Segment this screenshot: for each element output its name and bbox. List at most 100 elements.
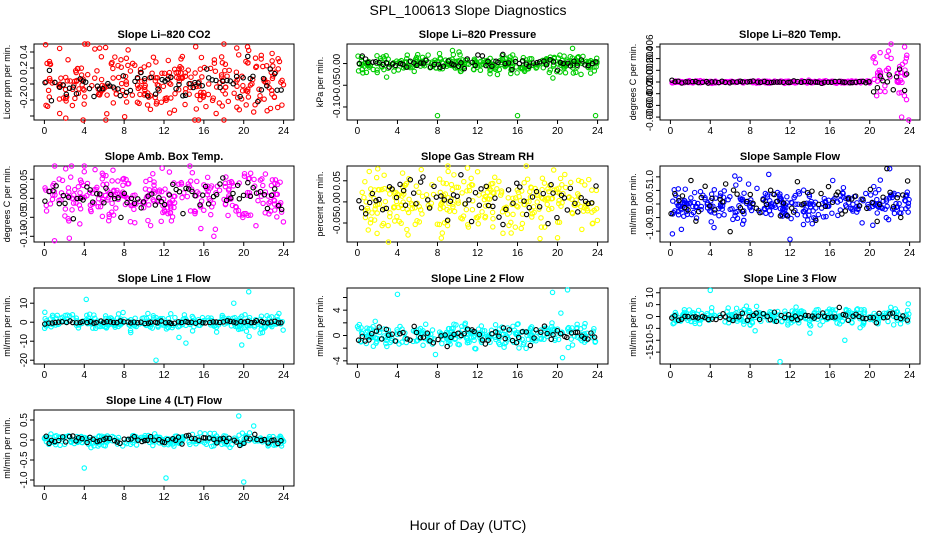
- mean-point: [490, 203, 496, 210]
- mean-point: [541, 323, 548, 329]
- mean-point: [158, 198, 165, 205]
- mean-point: [529, 194, 536, 200]
- data-point: [722, 319, 728, 325]
- mean-point: [530, 60, 537, 66]
- mean-point: [575, 209, 581, 215]
- data-point: [863, 190, 869, 197]
- data-point: [145, 217, 151, 224]
- data-point: [161, 70, 168, 77]
- data-point: [733, 305, 740, 312]
- data-point: [905, 301, 912, 307]
- mean-point: [210, 319, 217, 325]
- mean-point: [845, 196, 851, 202]
- data-point: [361, 194, 367, 201]
- data-point: [99, 170, 106, 177]
- data-point: [885, 65, 891, 72]
- mean-point: [756, 316, 763, 323]
- mean-point: [502, 335, 508, 342]
- data-point: [129, 92, 136, 98]
- data-point: [905, 209, 911, 215]
- mean-point: [753, 310, 759, 316]
- mean-point: [138, 205, 144, 211]
- data-point: [153, 59, 159, 65]
- data-point: [506, 222, 512, 229]
- data-point: [568, 196, 575, 202]
- data-point: [177, 63, 183, 70]
- data-point: [198, 54, 205, 61]
- x-tick-label: 0: [42, 248, 48, 259]
- mean-point: [845, 317, 852, 324]
- data-point: [906, 311, 912, 317]
- mean-point: [271, 437, 277, 443]
- mean-point: [887, 189, 893, 196]
- mean-point: [46, 67, 53, 74]
- mean-point: [162, 320, 169, 326]
- data-point: [578, 178, 585, 185]
- data-point: [684, 201, 690, 207]
- mean-point: [131, 433, 138, 440]
- y-tick-label: 0.5: [19, 413, 30, 427]
- outlier-point: [449, 47, 456, 54]
- mean-point: [764, 313, 770, 320]
- data-point: [779, 318, 785, 324]
- data-point: [71, 186, 78, 193]
- data-point: [92, 46, 98, 52]
- data-point: [269, 75, 276, 82]
- data-point: [745, 181, 752, 187]
- data-point: [550, 75, 556, 81]
- mean-point: [533, 327, 539, 333]
- data-point: [895, 192, 901, 198]
- data-point: [469, 206, 476, 213]
- data-point: [404, 52, 411, 58]
- y-axis-label: percent per min.: [315, 171, 325, 236]
- x-tick-label: 20: [238, 126, 250, 137]
- data-point: [260, 182, 266, 189]
- data-point: [262, 189, 269, 195]
- mean-point: [682, 313, 688, 320]
- x-tick-label: 0: [42, 370, 48, 381]
- data-point: [766, 171, 772, 178]
- outlier-point: [569, 45, 576, 52]
- y-axis-label: degrees C per min.: [628, 44, 638, 121]
- data-point: [105, 197, 111, 203]
- mean-point: [65, 194, 72, 200]
- data-point: [229, 202, 236, 209]
- mean-point: [205, 201, 212, 207]
- data-point: [873, 92, 880, 99]
- mean-point: [571, 58, 577, 64]
- data-point: [241, 170, 248, 177]
- data-point: [253, 222, 259, 229]
- data-point: [741, 321, 747, 327]
- y-axis-label: ml/min per min.: [2, 295, 12, 357]
- mean-point: [574, 329, 581, 335]
- mean-point: [144, 93, 151, 99]
- mean-point: [698, 194, 705, 201]
- mean-point: [458, 172, 464, 178]
- x-tick-label: 0: [668, 370, 674, 381]
- x-tick-label: 12: [784, 370, 796, 381]
- x-tick-label: 4: [707, 370, 713, 381]
- mean-point: [496, 214, 502, 220]
- data-point: [430, 191, 437, 198]
- data-point: [532, 185, 538, 192]
- mean-point: [190, 84, 196, 91]
- data-point: [733, 182, 739, 188]
- mean-point: [526, 63, 532, 70]
- data-point: [236, 211, 243, 218]
- mean-point: [108, 191, 114, 198]
- mean-point: [802, 312, 809, 319]
- data-point: [591, 325, 597, 332]
- data-point: [785, 320, 791, 326]
- data-point: [512, 224, 519, 230]
- data-point: [261, 76, 268, 83]
- data-point: [94, 184, 100, 191]
- data-point: [510, 211, 516, 218]
- data-point: [262, 171, 269, 177]
- mean-point: [214, 440, 220, 446]
- data-point: [247, 82, 254, 88]
- mean-point: [138, 69, 144, 76]
- mean-point: [91, 320, 97, 326]
- mean-point: [904, 178, 911, 184]
- mean-point: [514, 180, 520, 186]
